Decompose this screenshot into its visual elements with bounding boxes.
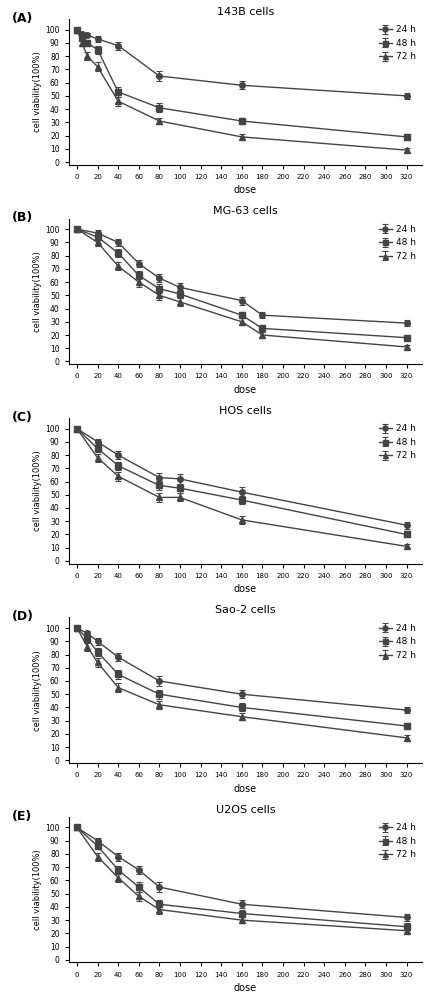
Text: (A): (A) [12, 12, 33, 25]
Y-axis label: cell viability(100%): cell viability(100%) [33, 251, 42, 332]
Legend: 24 h, 48 h, 72 h: 24 h, 48 h, 72 h [377, 821, 417, 861]
Text: (D): (D) [12, 610, 34, 623]
Title: U2OS cells: U2OS cells [216, 805, 275, 815]
Text: (E): (E) [12, 810, 33, 823]
X-axis label: dose: dose [234, 385, 257, 395]
Legend: 24 h, 48 h, 72 h: 24 h, 48 h, 72 h [377, 223, 417, 263]
Title: MG-63 cells: MG-63 cells [213, 206, 278, 216]
Y-axis label: cell viability(100%): cell viability(100%) [33, 450, 42, 531]
Y-axis label: cell viability(100%): cell viability(100%) [33, 650, 42, 731]
Y-axis label: cell viability(100%): cell viability(100%) [33, 849, 42, 930]
Title: HOS cells: HOS cells [219, 406, 272, 416]
X-axis label: dose: dose [234, 983, 257, 993]
Title: 143B cells: 143B cells [217, 7, 274, 17]
Legend: 24 h, 48 h, 72 h: 24 h, 48 h, 72 h [377, 423, 417, 462]
X-axis label: dose: dose [234, 784, 257, 794]
Y-axis label: cell viability(100%): cell viability(100%) [33, 52, 42, 132]
Legend: 24 h, 48 h, 72 h: 24 h, 48 h, 72 h [377, 622, 417, 662]
Title: Sao-2 cells: Sao-2 cells [215, 605, 276, 615]
X-axis label: dose: dose [234, 185, 257, 195]
Legend: 24 h, 48 h, 72 h: 24 h, 48 h, 72 h [377, 24, 417, 63]
X-axis label: dose: dose [234, 584, 257, 594]
Text: (C): (C) [12, 411, 33, 424]
Text: (B): (B) [12, 211, 33, 224]
